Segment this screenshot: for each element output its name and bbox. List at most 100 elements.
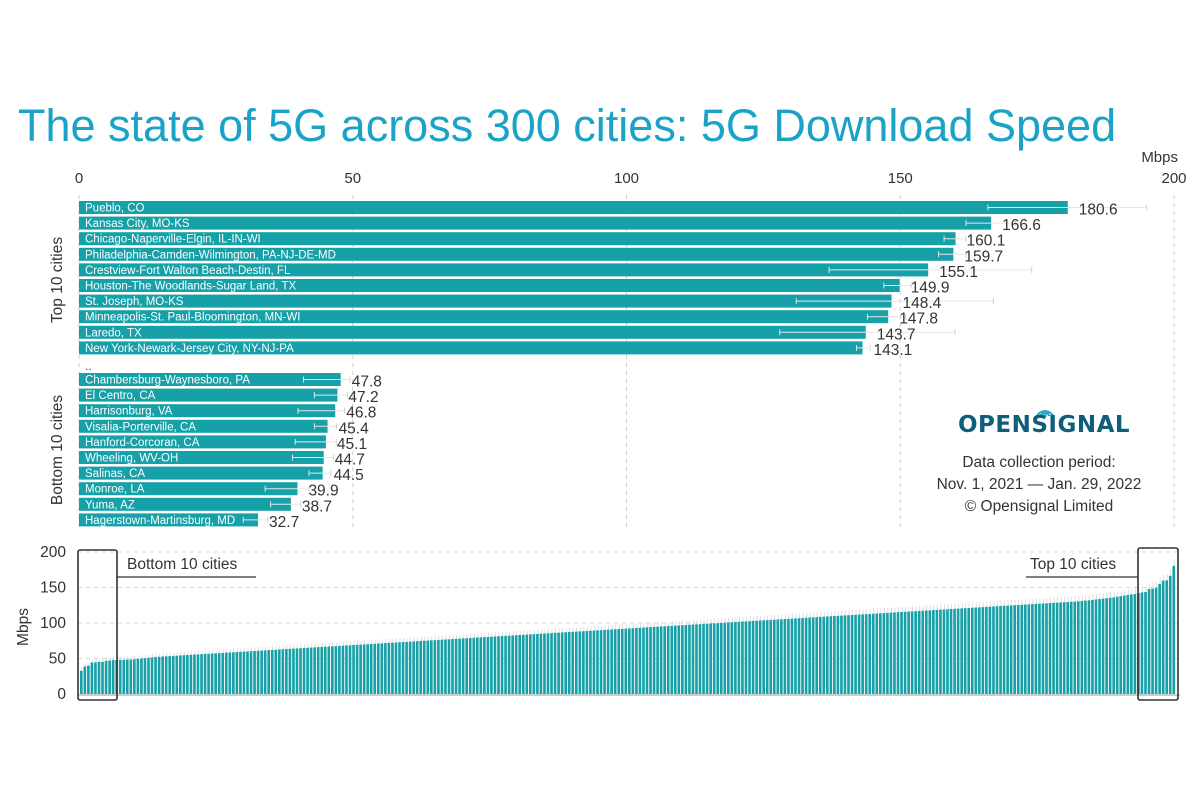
- city-bar-small: [723, 622, 727, 694]
- y-tick-label: 0: [57, 686, 66, 703]
- city-name-label: Hanford-Corcoran, CA: [85, 437, 200, 449]
- city-bar: [79, 310, 889, 324]
- city-bar-small: [879, 613, 882, 694]
- opensignal-logo: OPENSIGNAL: [958, 412, 1131, 438]
- city-value-label: 32.7: [269, 514, 299, 531]
- city-bar-small: [143, 658, 147, 694]
- city-name-label: Harrisonburg, VA: [85, 406, 173, 418]
- city-bar-row: Hagerstown-Martinsburg, MD 32.7: [79, 513, 299, 531]
- city-bar-small: [677, 625, 681, 694]
- city-bar-small: [765, 620, 769, 694]
- city-bar-small: [695, 624, 698, 694]
- bottom-10-annotation: Bottom 10 cities: [127, 556, 238, 573]
- city-bar-small: [94, 662, 97, 694]
- city-bar-small: [1084, 600, 1087, 694]
- city-name-label: Monroe, LA: [85, 484, 145, 496]
- city-bar-small: [426, 640, 430, 694]
- city-bar-row: Yuma, AZ 38.7: [79, 497, 332, 515]
- city-bar-small: [1055, 602, 1059, 694]
- city-bar-small: [719, 622, 723, 694]
- city-bar-small: [536, 633, 539, 694]
- city-bar-small: [90, 662, 94, 694]
- city-bar-small: [323, 646, 327, 694]
- city-bar-small: [246, 651, 249, 694]
- city-bar-small: [953, 608, 956, 694]
- city-bar-small: [359, 644, 362, 694]
- city-value-label: 143.1: [873, 342, 912, 359]
- city-bar-small: [147, 657, 150, 694]
- y-tick-label: 50: [49, 651, 67, 668]
- city-name-label: St. Joseph, MO-KS: [85, 296, 184, 308]
- city-bar-small: [83, 666, 87, 694]
- city-name-label: Wheeling, WV-OH: [85, 453, 178, 465]
- city-bar-small: [606, 629, 610, 694]
- city-bar-small: [168, 656, 172, 694]
- city-bar-small: [140, 658, 143, 694]
- city-bar-small: [133, 659, 136, 694]
- y-tick-label: 200: [40, 544, 66, 561]
- city-bar-small: [483, 637, 486, 694]
- city-bar-small: [277, 649, 281, 694]
- city-bar-small: [497, 636, 500, 694]
- city-bar-row: Salinas, CA 44.5: [79, 466, 364, 484]
- city-bar-row: Crestview-Fort Walton Beach-Destin, FL 15…: [79, 263, 1033, 281]
- x-tick-label: 0: [75, 170, 83, 187]
- city-name-label: Crestview-Fort Walton Beach-Destin, FL: [85, 265, 291, 277]
- city-bar-small: [889, 612, 893, 694]
- city-value-label: 149.9: [911, 280, 950, 297]
- city-bar-small: [232, 652, 235, 694]
- city-bar-small: [97, 661, 101, 694]
- city-bar-small: [1158, 583, 1161, 694]
- city-value-label: 45.4: [339, 420, 370, 437]
- city-bar-small: [974, 607, 978, 694]
- distribution-bar-chart: 0 50 100 150 200 Mbps Bottom 10 cities Top 1…: [15, 544, 1180, 703]
- city-bar-small: [1105, 598, 1108, 694]
- city-bar-small: [932, 610, 935, 694]
- city-bar-small: [1122, 595, 1126, 694]
- city-bar-small: [175, 655, 179, 694]
- group-label-bottom: Bottom 10 cities: [49, 395, 66, 506]
- chart-title: The state of 5G across 300 cities: 5G Do…: [18, 100, 1117, 151]
- city-bar-small: [1168, 575, 1172, 694]
- city-bar-small: [709, 623, 712, 694]
- city-bar-small: [557, 632, 560, 694]
- city-bar-small: [963, 608, 967, 694]
- city-bar-small: [362, 644, 366, 694]
- city-bar-small: [967, 607, 971, 694]
- city-bar-small: [521, 634, 525, 694]
- x-tick-label: 200: [1161, 170, 1186, 187]
- city-bar-small: [748, 621, 751, 694]
- city-bar-small: [1059, 602, 1062, 694]
- city-bar-small: [274, 649, 278, 694]
- city-bar-small: [635, 627, 638, 694]
- city-bar-small: [458, 638, 461, 694]
- city-bar-small: [734, 622, 737, 694]
- city-bar-small: [1027, 604, 1031, 694]
- city-bar-small: [829, 616, 833, 694]
- horizontal-bar-chart: Mbps 0 50 100 150 200 Pueblo, CO 180.6 Kansas …: [49, 149, 1187, 531]
- city-bar-row: Philadelphia-Camden-Wilmington, PA-NJ-DE…: [79, 247, 1003, 265]
- city-bar-small: [910, 611, 914, 694]
- city-bar-small: [1031, 604, 1034, 694]
- city-bar-small: [681, 625, 684, 694]
- city-bar-small: [108, 660, 111, 694]
- city-value-label: 180.6: [1079, 202, 1118, 219]
- city-bar-row: Pueblo, CO 180.6: [79, 201, 1148, 219]
- city-bar-small: [161, 656, 164, 694]
- city-bar-small: [808, 617, 811, 694]
- city-bar-small: [1069, 601, 1073, 694]
- city-bar-small: [1112, 597, 1115, 694]
- city-bar-small: [1045, 603, 1048, 694]
- city-bar-small: [348, 645, 352, 694]
- city-bar-small: [235, 652, 239, 694]
- city-value-label: 39.9: [308, 483, 338, 500]
- city-bar-row: Chambersburg-Waynesboro, PA 47.8: [79, 373, 382, 391]
- city-bar-small: [125, 659, 129, 694]
- city-bar-small: [624, 628, 628, 694]
- city-bar-small: [373, 643, 377, 694]
- city-bar: [79, 451, 324, 464]
- city-bar-small: [341, 645, 345, 694]
- city-bar-small: [645, 627, 649, 694]
- city-bar-small: [702, 623, 705, 694]
- city-bar-small: [447, 639, 451, 694]
